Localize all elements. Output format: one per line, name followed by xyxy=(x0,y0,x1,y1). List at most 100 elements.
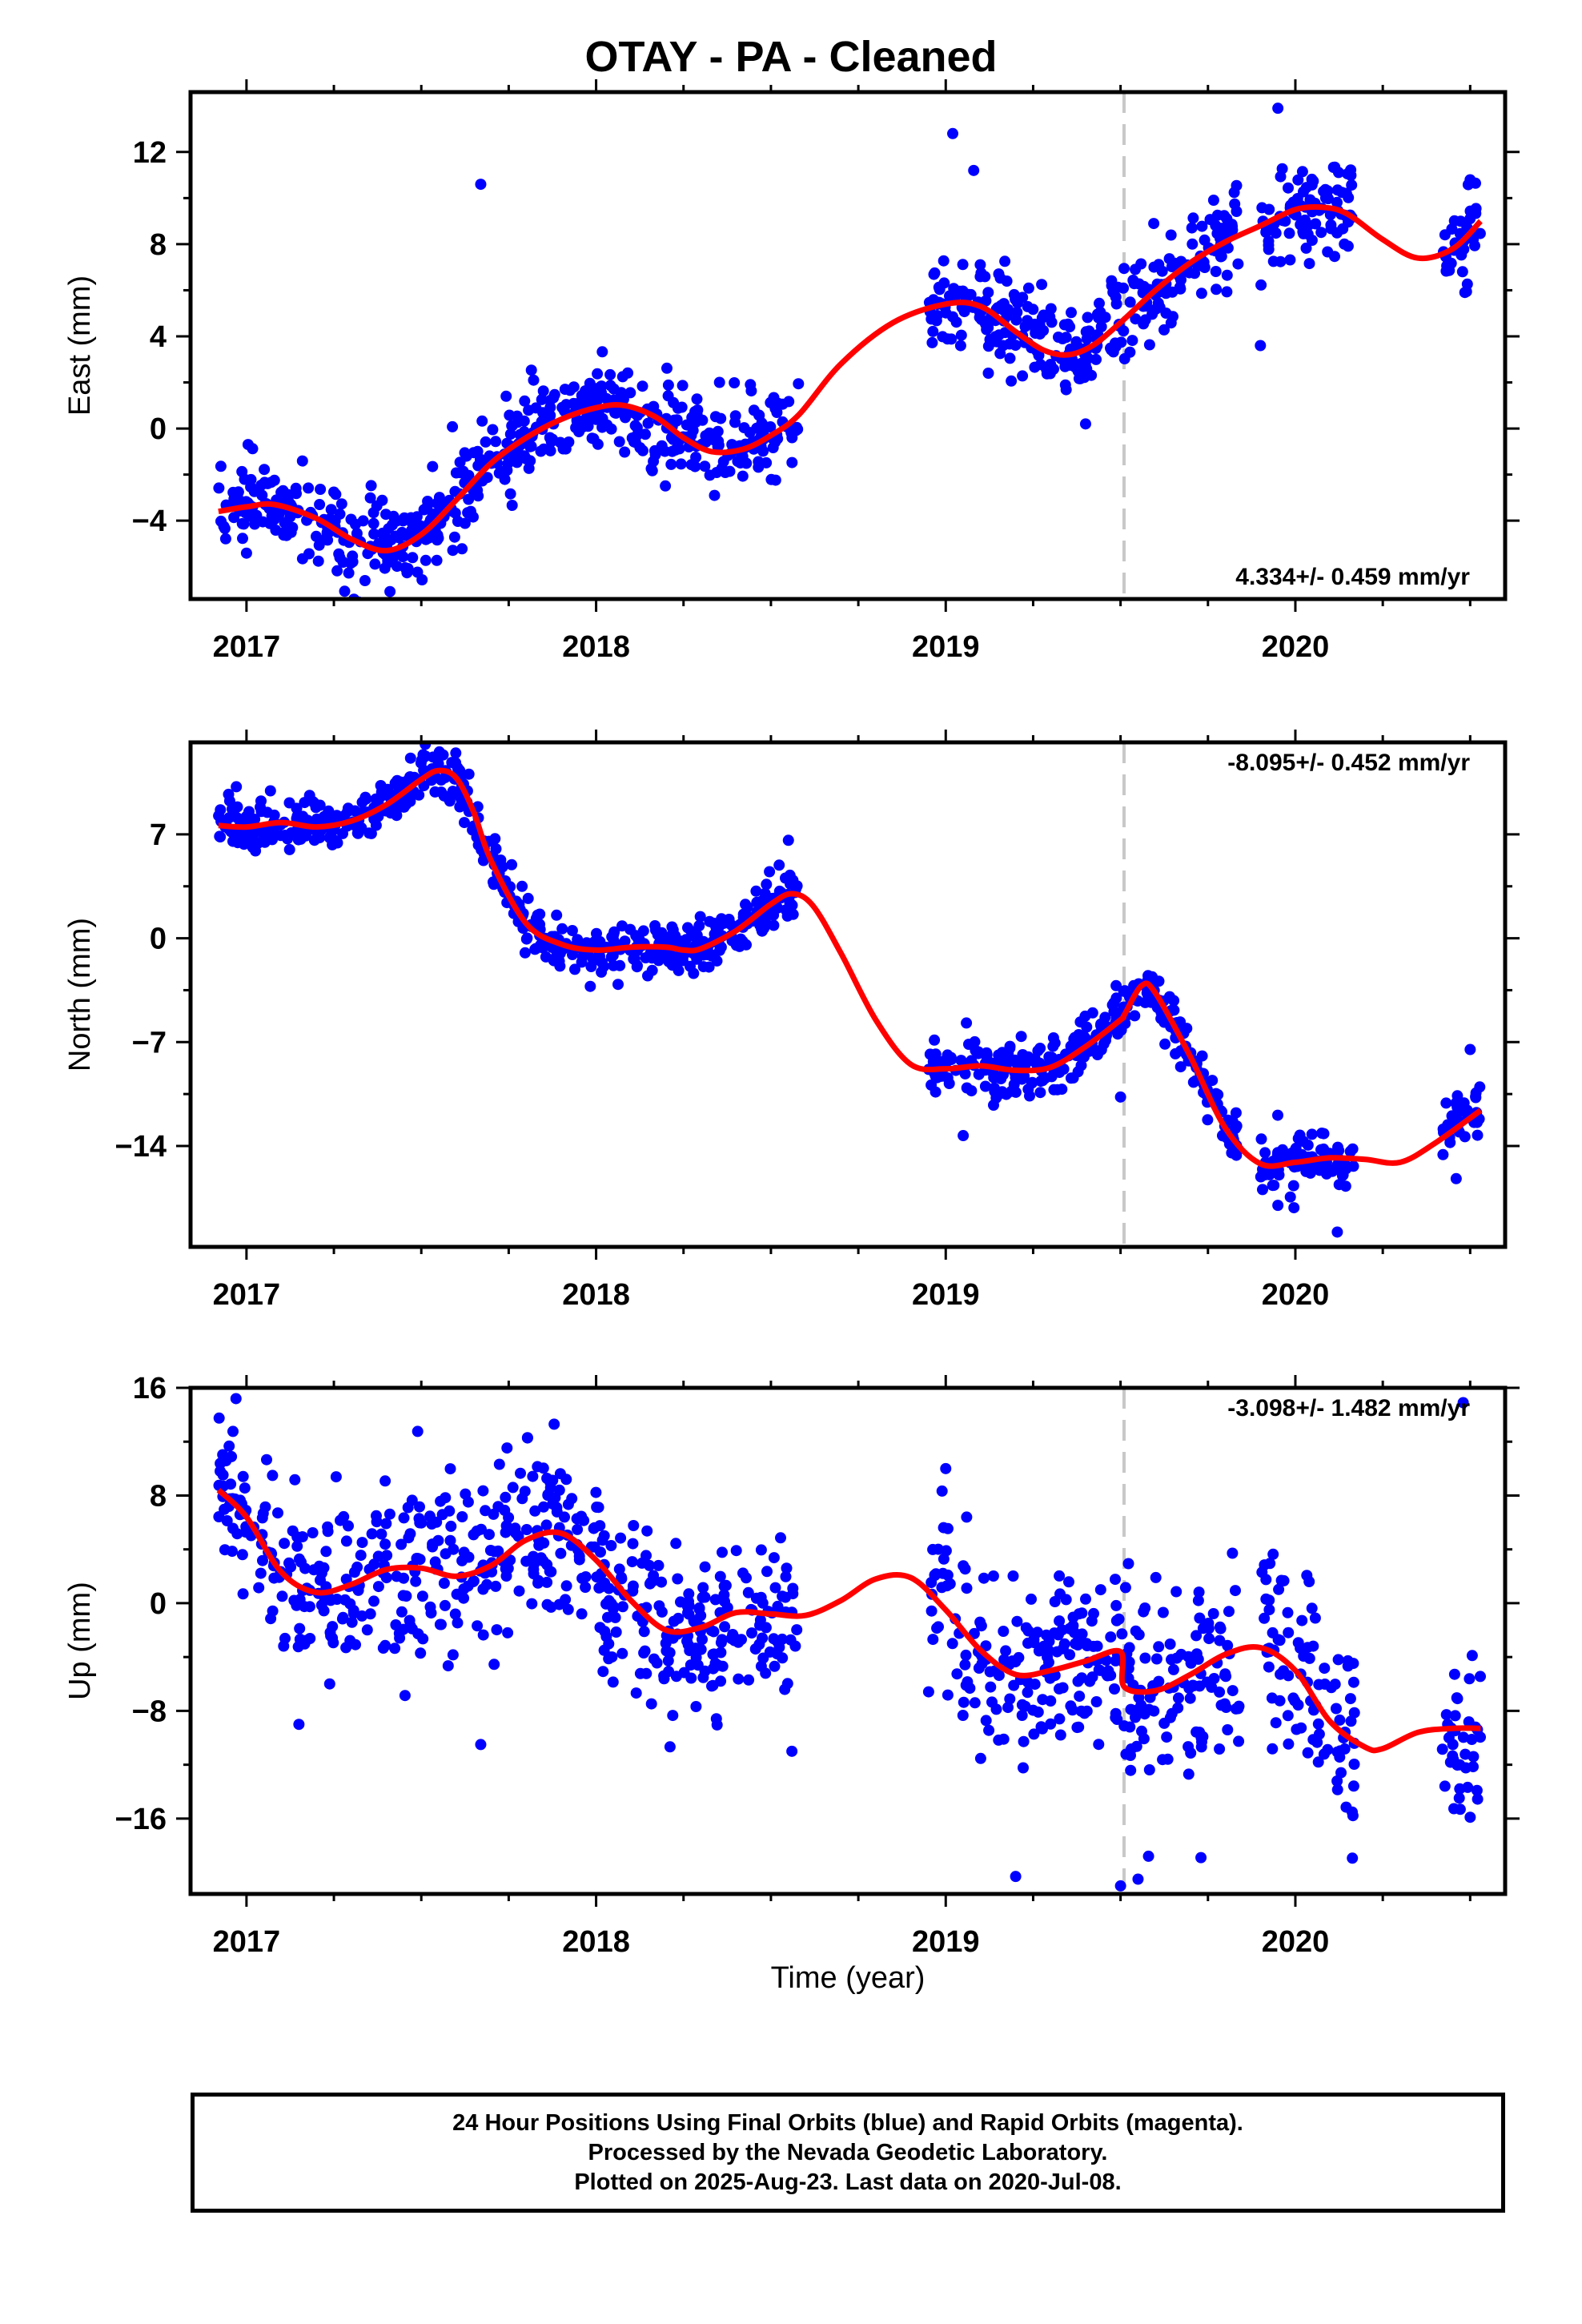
data-point xyxy=(1263,1661,1275,1673)
data-point xyxy=(406,1494,418,1506)
data-point xyxy=(1212,1088,1224,1100)
data-point xyxy=(439,1599,451,1611)
data-point xyxy=(1047,1040,1059,1052)
data-point xyxy=(1060,1594,1072,1606)
data-point xyxy=(1336,187,1348,199)
data-point xyxy=(1260,1593,1272,1605)
data-point xyxy=(569,963,580,975)
data-point xyxy=(961,1511,973,1523)
data-point xyxy=(1118,1720,1130,1732)
data-point xyxy=(356,796,368,808)
data-point xyxy=(1231,1149,1243,1161)
data-point xyxy=(566,925,578,936)
fit-line-north xyxy=(218,767,1483,1169)
data-point xyxy=(660,480,672,492)
data-point xyxy=(713,376,725,388)
data-point xyxy=(1337,1169,1349,1181)
data-point xyxy=(1283,227,1295,239)
data-point xyxy=(1475,1671,1486,1683)
data-point xyxy=(407,552,419,564)
data-point xyxy=(1130,1625,1142,1637)
data-point xyxy=(228,493,240,505)
data-point xyxy=(571,1513,583,1525)
data-point xyxy=(389,802,400,814)
data-point xyxy=(791,1624,803,1636)
data-point xyxy=(957,1710,969,1721)
data-point xyxy=(1130,263,1141,275)
data-point xyxy=(227,1546,238,1558)
data-point xyxy=(592,1502,604,1514)
data-point xyxy=(544,1566,556,1578)
data-point xyxy=(1332,1654,1344,1666)
data-point xyxy=(759,887,771,899)
data-point xyxy=(239,1526,251,1538)
data-point xyxy=(219,533,231,545)
panel-north: 2017 2018 2019 2020 −14 −7 0 7 North (mm) -8.095+… xyxy=(63,730,1520,1312)
data-point xyxy=(1211,283,1223,296)
data-point xyxy=(1004,1693,1016,1705)
data-point xyxy=(1143,339,1155,351)
data-point xyxy=(719,1595,730,1607)
data-point xyxy=(586,938,598,950)
data-point xyxy=(363,827,375,839)
data-point xyxy=(998,1626,1010,1637)
data-point xyxy=(648,1653,660,1665)
data-point xyxy=(1088,1607,1099,1619)
data-point xyxy=(649,924,661,936)
y-tick-label-up: 0 xyxy=(150,1587,167,1621)
data-point xyxy=(993,268,1005,280)
data-point xyxy=(667,1710,679,1722)
data-point xyxy=(427,1538,439,1550)
data-point xyxy=(608,383,620,395)
data-point xyxy=(1119,1582,1131,1594)
data-point xyxy=(1222,1724,1234,1735)
data-point xyxy=(1066,307,1077,319)
data-point xyxy=(299,1638,311,1650)
data-point xyxy=(1259,1612,1271,1624)
data-points-up xyxy=(213,1393,1486,1892)
data-point xyxy=(926,1050,938,1062)
data-point xyxy=(367,517,379,529)
data-point xyxy=(404,1528,416,1540)
data-point xyxy=(1468,1751,1480,1763)
data-point xyxy=(1329,1163,1341,1175)
data-point xyxy=(519,395,531,407)
data-point xyxy=(1094,1664,1106,1676)
data-point xyxy=(1448,1803,1460,1815)
data-point xyxy=(667,955,678,967)
data-point xyxy=(256,489,268,501)
data-point xyxy=(771,407,783,418)
data-point xyxy=(444,1505,456,1517)
data-point xyxy=(669,444,681,456)
data-point xyxy=(1219,1698,1231,1710)
data-point xyxy=(458,1546,470,1558)
data-point xyxy=(213,1412,225,1424)
data-point xyxy=(697,1671,709,1683)
data-point xyxy=(261,1454,272,1466)
data-point xyxy=(709,489,721,501)
data-point xyxy=(541,1576,553,1588)
data-point xyxy=(536,393,548,405)
data-point xyxy=(538,1501,549,1513)
data-point xyxy=(1164,1638,1176,1650)
data-point xyxy=(615,1532,627,1544)
data-point xyxy=(285,1561,297,1573)
data-point xyxy=(1347,1780,1359,1792)
data-point xyxy=(712,425,724,437)
data-point xyxy=(727,1629,739,1640)
data-point xyxy=(697,961,709,973)
data-point xyxy=(1454,1105,1466,1117)
data-point xyxy=(330,1471,342,1483)
data-point xyxy=(368,1595,379,1607)
x-tick-label-east: 2020 xyxy=(1262,630,1330,664)
data-point xyxy=(528,374,540,386)
data-point xyxy=(1056,1084,1068,1096)
data-point xyxy=(215,831,227,842)
data-point xyxy=(979,1080,991,1092)
data-point xyxy=(213,482,225,494)
data-point xyxy=(1344,1693,1356,1705)
data-point xyxy=(1331,1746,1343,1758)
data-point xyxy=(1284,1191,1296,1203)
data-point xyxy=(789,1640,801,1652)
data-point xyxy=(1283,1738,1295,1750)
